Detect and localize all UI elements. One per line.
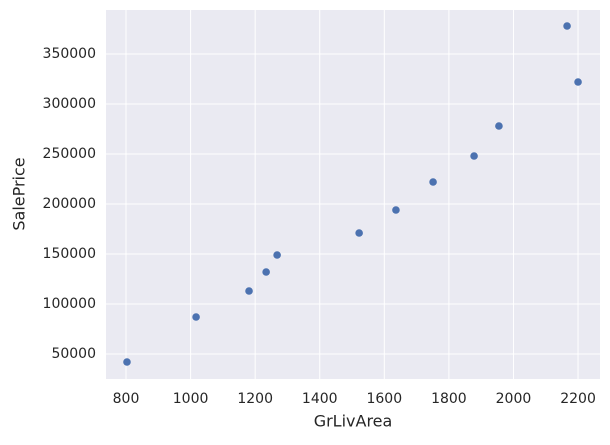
- y-tick-label: 250000: [43, 146, 96, 162]
- x-tick-label: 1800: [431, 391, 467, 407]
- y-tick-label: 350000: [43, 46, 96, 62]
- plot-area: [106, 10, 600, 379]
- x-axis-label: GrLivArea: [314, 412, 393, 431]
- x-tick-label: 1000: [173, 391, 209, 407]
- point: [355, 229, 363, 237]
- y-tick-label: 200000: [43, 196, 96, 212]
- x-tick-label: 1400: [302, 391, 338, 407]
- point: [273, 251, 281, 259]
- point: [563, 22, 571, 30]
- point: [245, 287, 253, 295]
- y-tick-label: 50000: [51, 346, 96, 362]
- point: [392, 206, 400, 214]
- x-tick-label: 800: [113, 391, 140, 407]
- y-tick-label: 100000: [43, 296, 96, 312]
- point: [262, 268, 270, 276]
- point: [123, 358, 131, 366]
- x-tick-label: 2200: [560, 391, 596, 407]
- y-axis-label: SalePrice: [10, 157, 29, 230]
- x-tick-label: 2000: [496, 391, 532, 407]
- point: [574, 78, 582, 86]
- point: [429, 178, 437, 186]
- y-tick-label: 300000: [43, 96, 96, 112]
- x-tick-label: 1200: [237, 391, 273, 407]
- point: [192, 313, 200, 321]
- point: [495, 122, 503, 130]
- y-tick-label: 150000: [43, 246, 96, 262]
- point: [470, 152, 478, 160]
- x-tick-label: 1600: [366, 391, 402, 407]
